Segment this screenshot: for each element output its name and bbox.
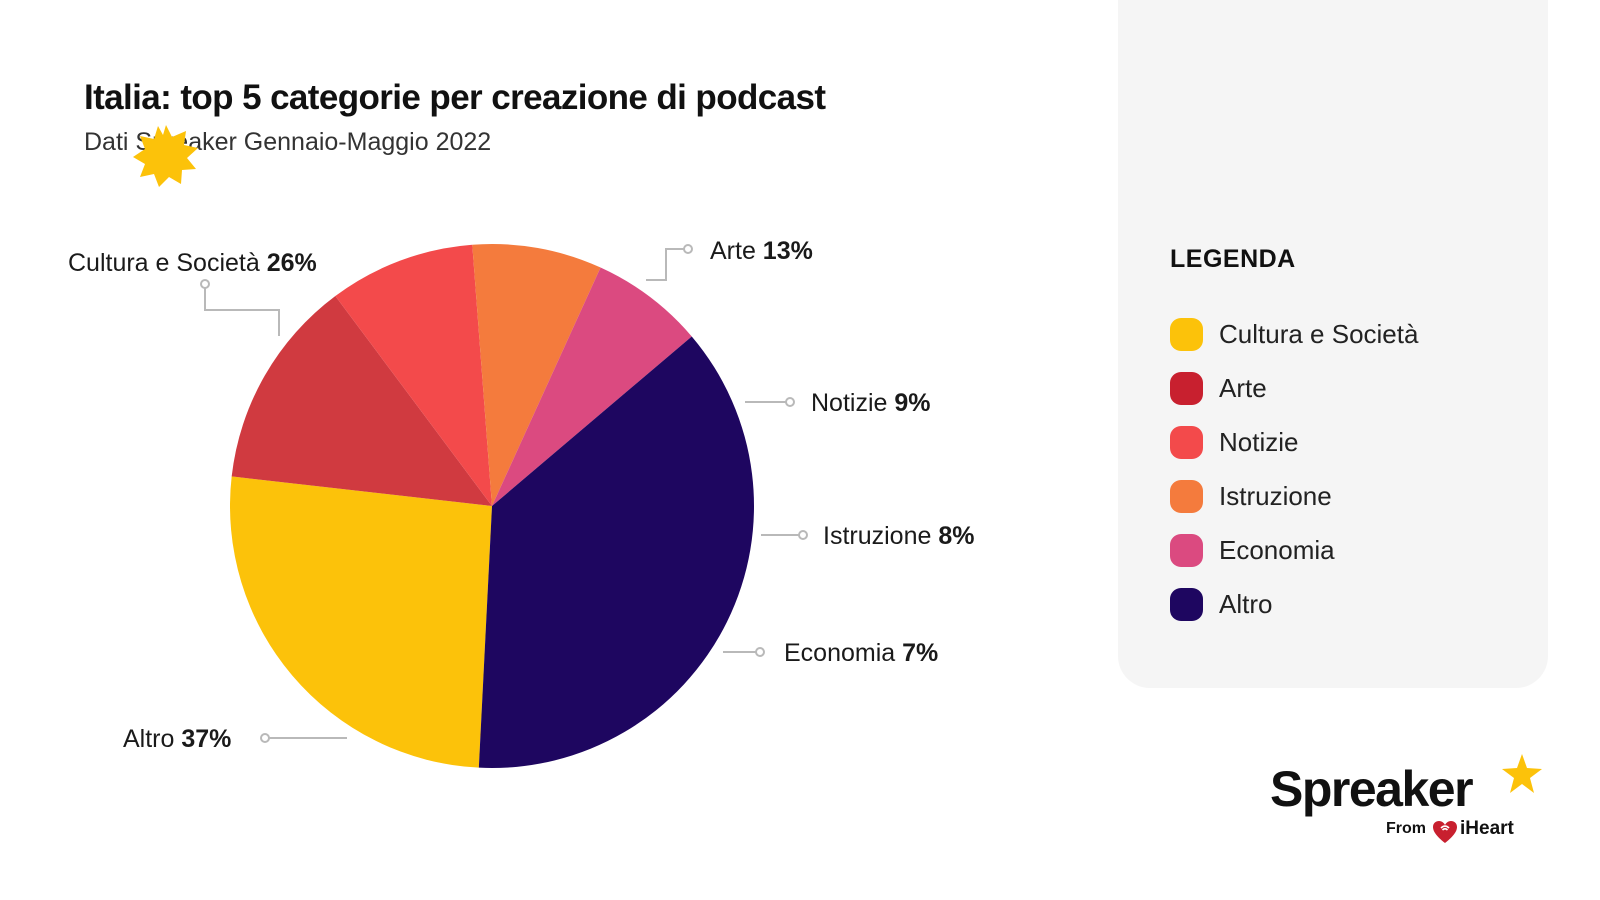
- legend-item-altro: Altro: [1170, 587, 1418, 621]
- leader-dot-cultura-e-societa: [200, 279, 210, 289]
- data-label-value: 9%: [894, 389, 930, 417]
- pie-slice-economia: [492, 267, 692, 506]
- legend-swatch: [1170, 317, 1203, 351]
- data-label-cultura-e-societa: Cultura e Società 26%: [68, 249, 317, 277]
- leader-dot-altro: [260, 733, 270, 743]
- chart-title: Italia: top 5 categorie per creazione di…: [84, 78, 826, 117]
- legend-label: Economia: [1219, 534, 1335, 565]
- data-label-economia: Economia 7%: [784, 639, 938, 667]
- data-label-category: Istruzione: [823, 522, 938, 550]
- pie-slice-arte: [231, 295, 493, 506]
- data-label-value: 37%: [181, 725, 231, 753]
- legend-item-notizie: Notizie: [1170, 425, 1418, 459]
- pie-slice-notizie: [335, 244, 492, 506]
- iheart-heart-icon: [1433, 821, 1457, 843]
- spreaker-logo: Spreaker From iHeart: [1270, 754, 1570, 850]
- legend-swatch: [1170, 371, 1203, 405]
- star-icon: [1502, 754, 1542, 793]
- leader-dot-economia: [755, 647, 765, 657]
- title-block: Italia: top 5 categorie per creazione di…: [84, 78, 826, 187]
- data-label-notizie: Notizie 9%: [811, 389, 931, 417]
- legend-label: Notizie: [1219, 426, 1299, 457]
- legend-label: Altro: [1219, 588, 1273, 619]
- brand-name: Spreaker: [1270, 761, 1474, 817]
- data-label-altro: Altro 37%: [123, 725, 231, 753]
- leader-line-arte: [646, 248, 688, 281]
- legend-label: Cultura e Società: [1219, 318, 1419, 349]
- brand-partner: iHeart: [1460, 818, 1514, 839]
- data-label-arte: Arte 13%: [710, 237, 813, 265]
- legend-swatch: [1170, 587, 1203, 621]
- pie-chart: Cultura e Società 26% Arte 13% Notizie 9% I…: [68, 237, 974, 769]
- pie-slice-istruzione: [472, 244, 601, 506]
- legend-title: LEGENDA: [1170, 245, 1296, 273]
- legend-swatch: [1170, 425, 1203, 459]
- pie-slice-cultura-e-societa: [230, 476, 492, 768]
- legend-item-economia: Economia: [1170, 533, 1418, 567]
- legend-list: Cultura e Società Arte Notizie Istruzione Ec…: [1170, 317, 1419, 642]
- legend-item-istruzione: Istruzione: [1170, 479, 1418, 513]
- data-label-category: Altro: [123, 725, 181, 753]
- sun-star-icon: [133, 125, 198, 187]
- data-label-value: 7%: [902, 639, 938, 667]
- data-label-value: 13%: [763, 237, 813, 265]
- legend-label: Arte: [1219, 372, 1267, 403]
- legend-item-arte: Arte: [1170, 371, 1418, 405]
- leader-line-cultura-e-societa: [204, 284, 280, 336]
- data-label-category: Economia: [784, 639, 902, 667]
- legend-swatch: [1170, 533, 1203, 567]
- brand-from: From: [1386, 820, 1426, 837]
- legend-swatch: [1170, 479, 1203, 513]
- data-label-category: Cultura e Società: [68, 249, 267, 277]
- leader-dot-istruzione: [798, 530, 808, 540]
- data-label-category: Notizie: [811, 389, 894, 417]
- legend-item-cultura-e-societa: Cultura e Società: [1170, 317, 1419, 351]
- data-label-value: 26%: [267, 249, 317, 277]
- data-label-category: Arte: [710, 237, 763, 265]
- data-label-istruzione: Istruzione 8%: [823, 522, 974, 550]
- pie-slice-altro: [478, 336, 754, 769]
- legend-label: Istruzione: [1219, 480, 1332, 511]
- leader-dot-arte: [683, 244, 693, 254]
- data-label-value: 8%: [938, 522, 974, 550]
- leader-dot-notizie: [785, 397, 795, 407]
